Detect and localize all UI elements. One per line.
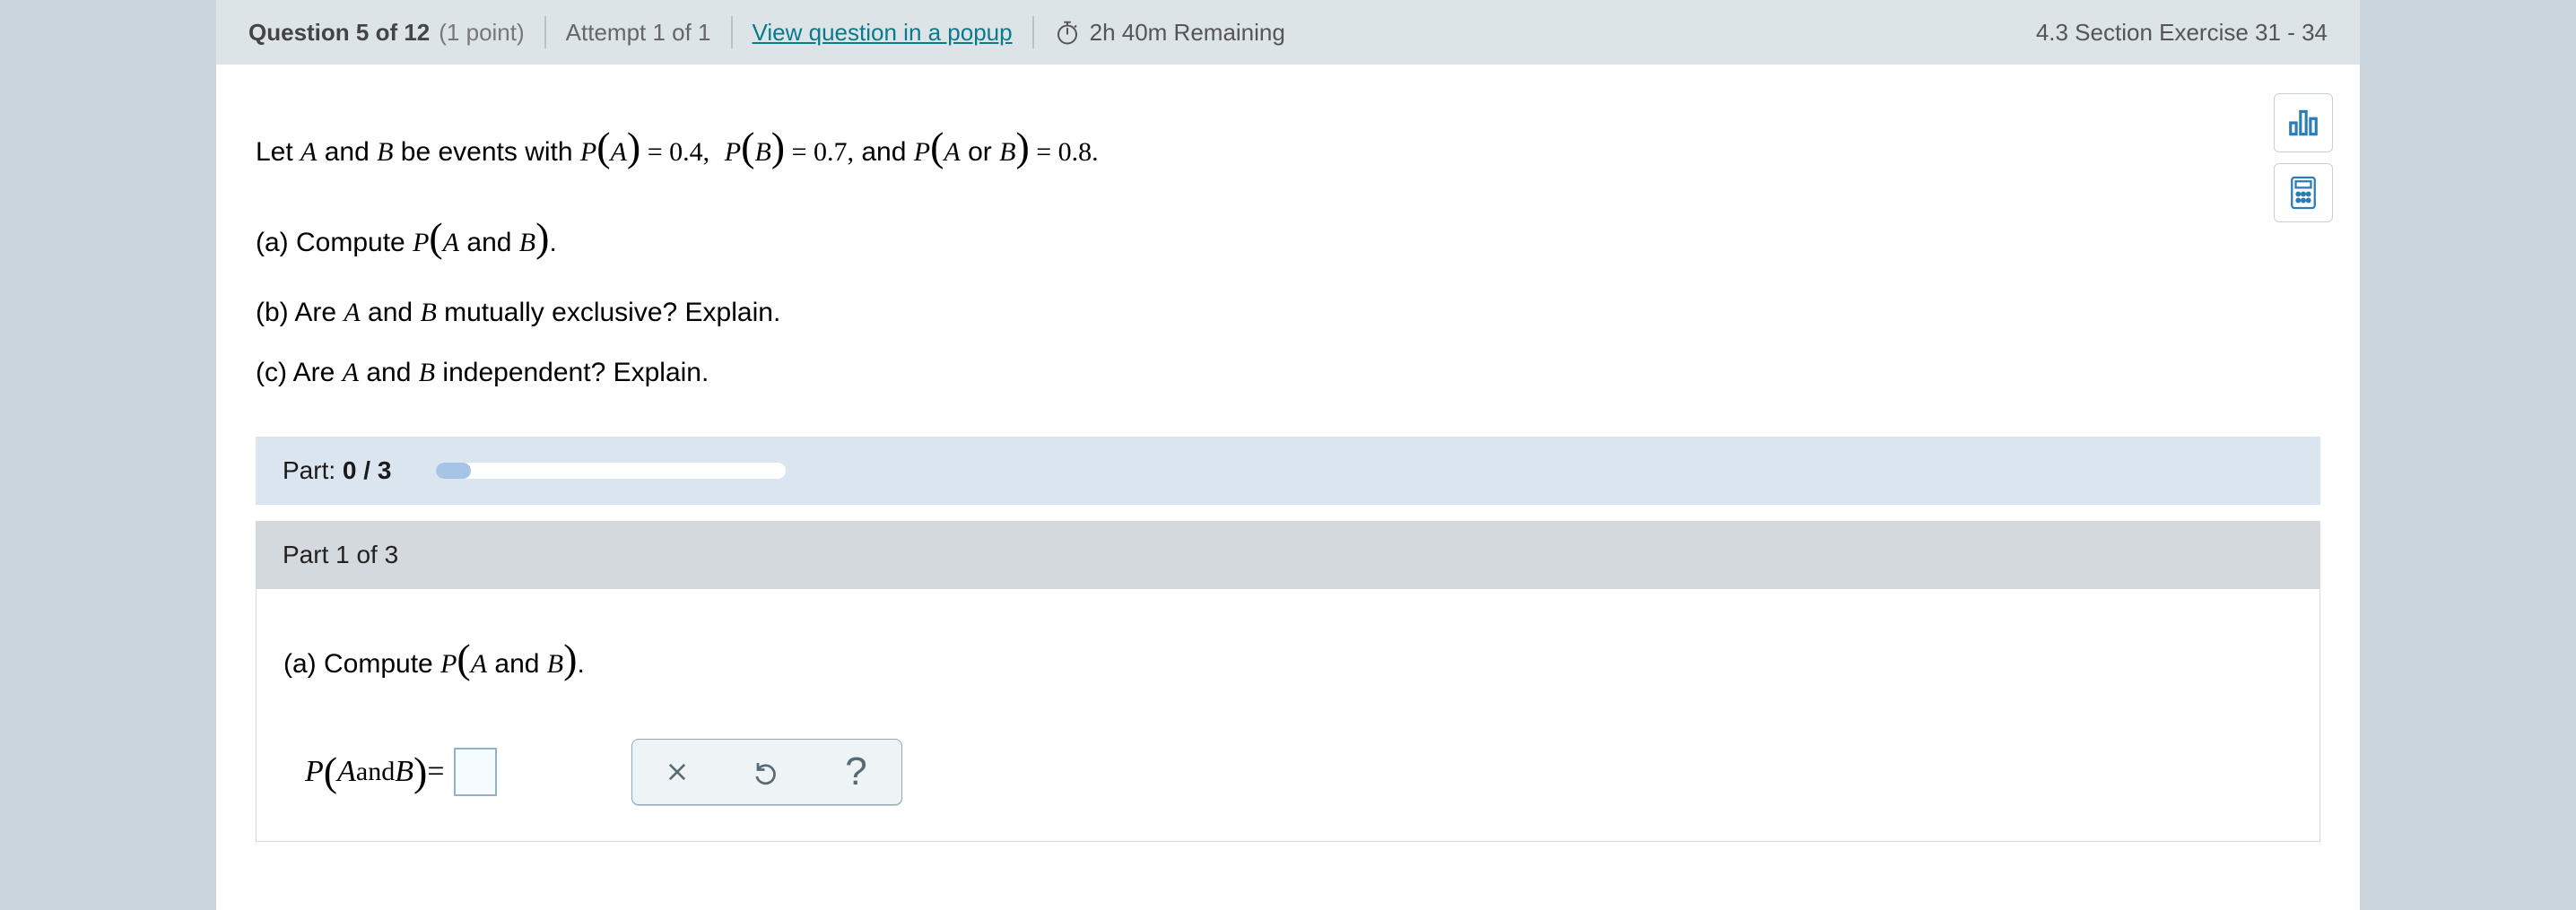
lparen: ( [930,124,944,169]
text: P [725,137,741,167]
stopwatch-icon [1054,19,1081,46]
var: B [754,137,770,167]
calculator-icon-button[interactable] [2274,163,2333,222]
text: Let [256,137,300,167]
rparen: ) [1015,124,1029,169]
text: (c) Are [256,358,343,387]
question-body: Let A and B be events with P(A) = 0.4, P… [256,104,2320,401]
text: P [305,755,324,789]
divider [544,16,546,48]
timer: 2h 40m Remaining [1054,19,1285,47]
rparen: ) [563,636,577,681]
help-button[interactable]: ? [812,740,901,804]
text: and [359,358,419,387]
lparen: ( [324,748,337,795]
lparen: ( [596,124,610,169]
answer-row: P(A and B) = ? [283,739,2293,805]
view-popup-link[interactable]: View question in a popup [753,19,1013,47]
calculator-icon [2288,175,2319,211]
text: and [459,228,519,257]
progress-track [436,463,786,479]
lparen: ( [457,636,470,681]
text: independent? Explain. [435,358,709,387]
answer-input[interactable] [454,748,497,796]
part-1-prompt: (a) Compute P(A and B). [283,616,2293,703]
var: A [611,137,627,167]
question-number: Question 5 of 12 [248,19,430,47]
undo-icon [753,758,780,785]
divider [1032,16,1034,48]
text: and [317,137,377,167]
var: A [944,137,960,167]
var: A [300,137,317,167]
text: and [487,649,547,679]
text: = [427,755,444,789]
x-icon [665,759,690,784]
var: B [395,755,413,789]
content-area: Let A and B be events with P(A) = 0.4, P… [216,65,2360,881]
rparen: ) [535,214,549,260]
text: . [549,228,556,257]
part-progress-bar: Part: 0 / 3 [256,437,2320,505]
side-toolbar [2274,93,2333,222]
question-header: Question 5 of 12 (1 point) Attempt 1 of … [216,0,2360,65]
var: B [419,358,435,387]
var: B [999,137,1015,167]
attempt-label: Attempt 1 of 1 [566,19,711,47]
val: = 0.7, [785,137,854,167]
var: B [377,137,393,167]
var: A [337,755,356,789]
bar-chart-icon [2286,106,2320,140]
tool-tray: ? [631,739,902,805]
question-container: Question 5 of 12 (1 point) Attempt 1 of … [216,0,2360,910]
rparen: ) [771,124,785,169]
text: Part: [283,456,343,484]
text: P [440,649,457,679]
part-c-text: (c) Are A and B independent? Explain. [256,344,2320,401]
answer-equation: P(A and B) = [305,748,497,796]
divider [731,16,733,48]
text: (a) Compute [283,649,440,679]
var: B [519,228,535,257]
text: mutually exclusive? Explain. [437,298,781,327]
text: P [580,137,596,167]
val: = 0.4, [640,137,709,167]
progress-value: 0 / 3 [343,456,391,484]
part-1-header: Part 1 of 3 [256,521,2320,589]
reset-button[interactable] [722,740,812,804]
var: B [420,298,436,327]
part-b-text: (b) Are A and B mutually exclusive? Expl… [256,284,2320,341]
text: or [961,137,999,167]
text: . [577,649,584,679]
text: P [914,137,930,167]
text: (a) Compute [256,228,413,257]
var: A [443,228,459,257]
var: B [547,649,563,679]
points-label: (1 point) [439,19,524,47]
var: A [344,298,360,327]
stats-icon-button[interactable] [2274,93,2333,152]
val: = 0.8. [1030,137,1099,167]
lparen: ( [741,124,754,169]
part-a-text: (a) Compute P(A and B). [256,195,2320,282]
text: and [854,137,914,167]
rparen: ) [413,748,427,795]
progress-fill [436,463,471,479]
text: and [361,298,421,327]
question-intro: Let A and B be events with P(A) = 0.4, P… [256,104,2320,191]
time-remaining: 2h 40m Remaining [1090,19,1285,47]
text: and [356,757,395,787]
text: P [413,228,429,257]
progress-label: Part: 0 / 3 [283,456,391,485]
text: be events with [393,137,579,167]
lparen: ( [429,214,442,260]
var: A [343,358,359,387]
section-reference: 4.3 Section Exercise 31 - 34 [2036,19,2328,47]
text: (b) Are [256,298,344,327]
var: A [471,649,487,679]
clear-button[interactable] [632,740,722,804]
rparen: ) [627,124,640,169]
part-1-body: (a) Compute P(A and B). P(A and B) = ? [256,589,2320,842]
